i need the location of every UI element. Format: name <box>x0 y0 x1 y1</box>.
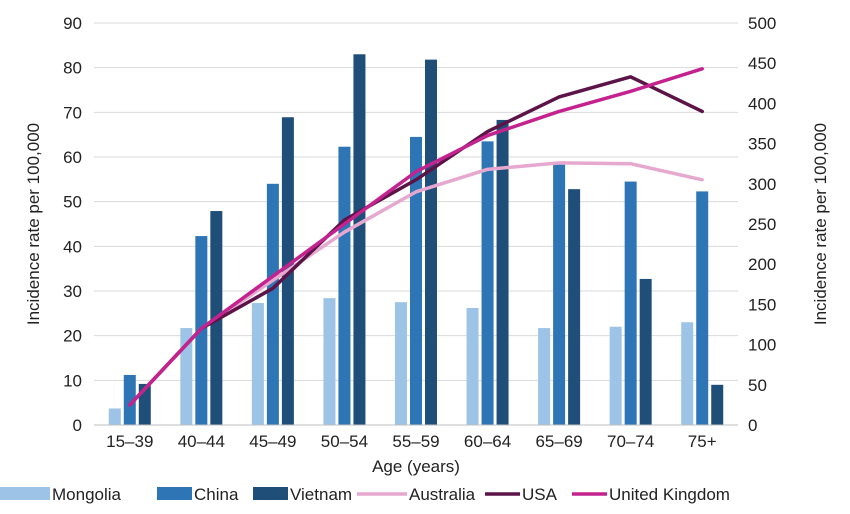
bar-mongolia <box>251 303 264 425</box>
x-axis-title: Age (years) <box>372 457 460 476</box>
legend-label-australia: Australia <box>409 485 476 504</box>
x-tick-label: 40–44 <box>178 432 225 451</box>
bar-vietnam <box>568 189 581 425</box>
bar-vietnam <box>425 59 437 425</box>
right-tick-label: 100 <box>748 336 776 355</box>
legend-label-vietnam: Vietnam <box>290 485 352 504</box>
bar-china <box>553 164 566 426</box>
right-axis-title: Incidence rate per 100,000 <box>811 123 830 325</box>
right-tick-label: 0 <box>748 416 757 435</box>
right-tick-label: 250 <box>748 215 776 234</box>
right-axis-ticks: 0 50 100 150 200 250 300 350 400 450 500 <box>748 14 776 435</box>
bar-china <box>696 191 709 425</box>
x-tick-label: 45–49 <box>249 432 296 451</box>
left-tick-label: 10 <box>63 371 82 390</box>
right-tick-label: 350 <box>748 135 776 154</box>
legend-label-china: China <box>194 485 239 504</box>
left-tick-label: 60 <box>63 148 82 167</box>
x-tick-label: 55–59 <box>392 432 439 451</box>
legend-label-united-kingdom: United Kingdom <box>609 485 730 504</box>
legend-swatch-china <box>157 487 192 500</box>
right-tick-label: 500 <box>748 14 776 33</box>
bar-vietnam <box>639 278 652 425</box>
left-tick-label: 30 <box>63 282 82 301</box>
bar-mongolia <box>108 408 121 425</box>
line-united-kingdom <box>128 67 704 407</box>
left-tick-label: 20 <box>63 327 82 346</box>
bar-vietnam <box>711 384 724 425</box>
right-tick-label: 450 <box>748 54 776 73</box>
x-tick-label: 60–64 <box>464 432 511 451</box>
x-axis-ticks: 15–39 40–44 45–49 50–54 55–59 60–64 65–69 70–74… <box>106 432 717 451</box>
bar-mongolia <box>538 328 551 425</box>
line-usa <box>128 75 704 407</box>
left-axis-title: Incidence rate per 100,000 <box>24 123 43 325</box>
right-tick-label: 400 <box>748 94 776 113</box>
legend-swatch-mongolia <box>0 487 50 500</box>
bar-series-group <box>108 54 724 426</box>
bar-china <box>481 141 494 425</box>
bar-mongolia <box>395 302 407 425</box>
right-tick-label: 300 <box>748 175 776 194</box>
bar-mongolia <box>466 307 479 425</box>
left-tick-label: 90 <box>63 14 82 33</box>
left-tick-label: 40 <box>63 237 82 256</box>
bar-mongolia <box>609 326 622 425</box>
left-tick-label: 0 <box>73 416 82 435</box>
bar-vietnam <box>496 119 509 425</box>
legend: Mongolia China Vietnam Australia USA United K… <box>0 485 730 504</box>
bar-china <box>624 181 637 425</box>
bar-mongolia <box>681 322 694 425</box>
x-tick-label: 15–39 <box>106 432 153 451</box>
x-tick-label: 70–74 <box>607 432 654 451</box>
legend-label-usa: USA <box>522 485 558 504</box>
x-tick-label: 75+ <box>688 432 717 451</box>
bar-china <box>266 183 279 425</box>
bar-china <box>338 146 351 425</box>
right-tick-label: 150 <box>748 295 776 314</box>
bar-china <box>123 374 136 425</box>
bar-vietnam <box>353 54 366 426</box>
x-tick-label: 50–54 <box>321 432 368 451</box>
legend-swatch-vietnam <box>253 487 288 500</box>
right-tick-label: 50 <box>748 376 767 395</box>
bar-mongolia <box>323 298 336 425</box>
left-tick-label: 70 <box>63 103 82 122</box>
bar-mongolia <box>180 328 193 425</box>
left-axis-ticks: 0 10 20 30 40 50 60 70 80 90 <box>63 14 82 435</box>
x-tick-label: 65–69 <box>535 432 582 451</box>
bar-china <box>410 136 422 425</box>
left-tick-label: 50 <box>63 193 82 212</box>
legend-label-mongolia: Mongolia <box>52 485 122 504</box>
right-tick-label: 200 <box>748 255 776 274</box>
line-series-group <box>128 67 704 407</box>
left-tick-label: 80 <box>63 59 82 78</box>
